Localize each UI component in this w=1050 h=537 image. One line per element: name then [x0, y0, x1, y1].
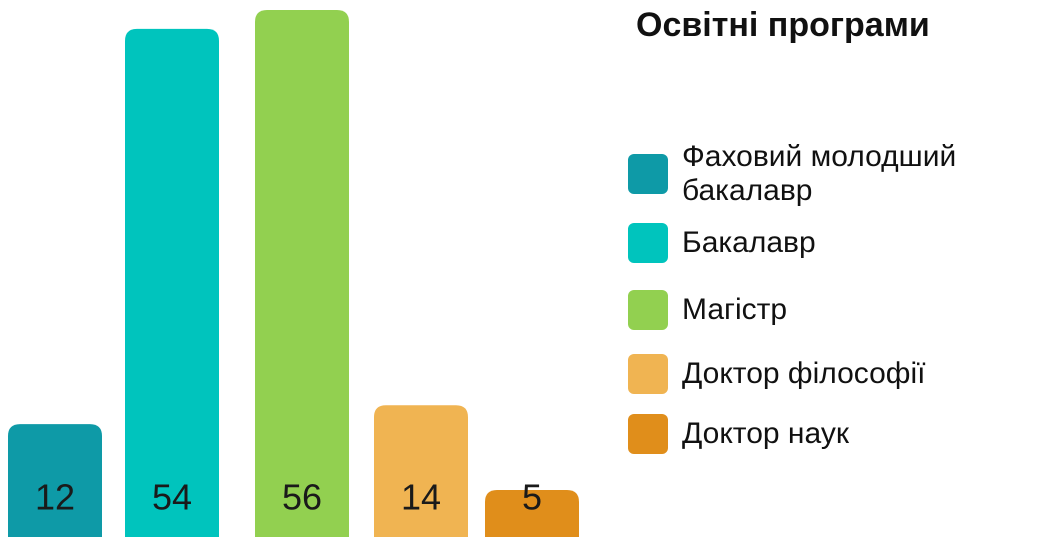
- chart: 12 54 56 14 5: [8, 10, 579, 537]
- value-label: 56: [282, 477, 322, 518]
- legend-label: Доктор наук: [682, 417, 849, 450]
- bar: [255, 10, 349, 537]
- bar: [125, 28, 219, 537]
- legend-swatch: [628, 354, 668, 394]
- legend-item: Бакалавр: [628, 223, 1050, 263]
- legend-label: Магістр: [682, 293, 788, 326]
- legend-item: Доктор філософії: [628, 354, 1050, 394]
- legend-swatch: [628, 223, 668, 263]
- value-label: 14: [401, 477, 441, 518]
- bar: [8, 424, 102, 537]
- legend-label: Бакалавр: [682, 226, 816, 259]
- legend-swatch: [628, 290, 668, 330]
- legend-title: Освітні програми: [636, 6, 930, 44]
- bar: [374, 405, 468, 537]
- value-label: 5: [522, 477, 542, 518]
- value-label: 54: [152, 477, 192, 518]
- legend-item: Магістр: [628, 290, 1050, 330]
- bar: [485, 489, 579, 537]
- legend-swatch: [628, 414, 668, 454]
- legend-label: Фаховий молодший бакалавр: [682, 140, 957, 207]
- legend-item: Фаховий молодший бакалавр: [628, 140, 1050, 208]
- value-label: 12: [35, 477, 75, 518]
- legend-item: Доктор наук: [628, 414, 1050, 454]
- legend-label: Доктор філософії: [682, 357, 926, 390]
- legend-swatch: [628, 154, 668, 194]
